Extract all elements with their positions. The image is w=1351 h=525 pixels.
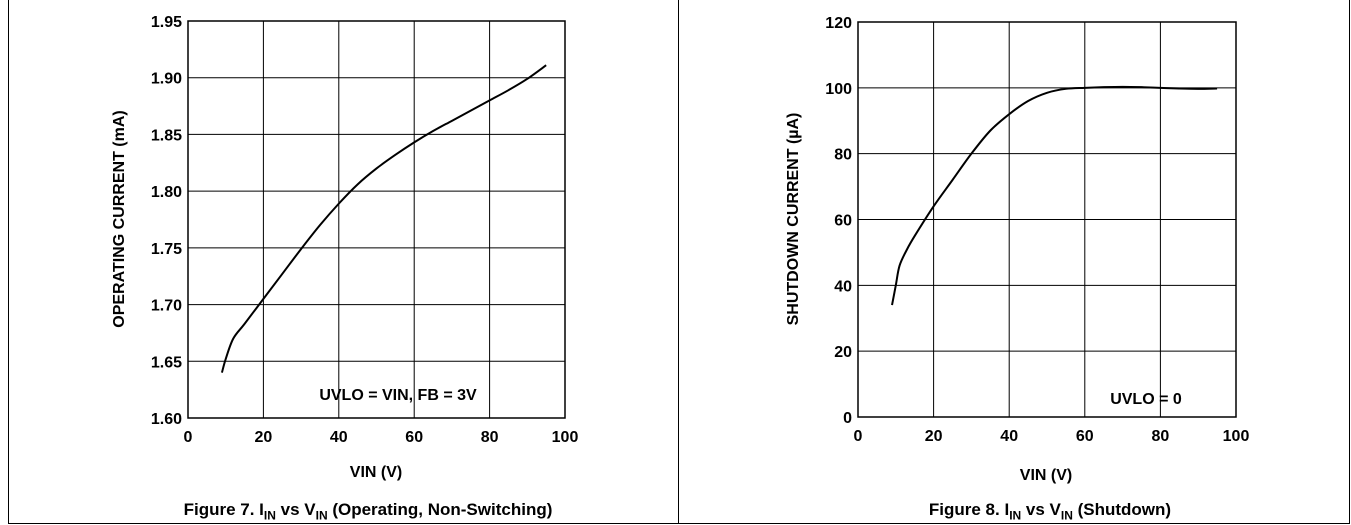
caption-subscript: IN bbox=[1009, 508, 1022, 523]
caption-subscript: IN bbox=[263, 508, 276, 523]
y-axis-title: OPERATING CURRENT (mA) bbox=[111, 110, 128, 327]
caption-subscript: IN bbox=[315, 508, 328, 523]
x-tick-label: 100 bbox=[552, 429, 579, 446]
x-tick-label: 0 bbox=[854, 428, 863, 445]
x-axis-title: VIN (V) bbox=[350, 464, 402, 481]
y-tick-label: 100 bbox=[825, 81, 852, 98]
x-tick-label: 0 bbox=[184, 429, 193, 446]
y-tick-label: 1.60 bbox=[151, 411, 182, 428]
x-axis-title: VIN (V) bbox=[1020, 467, 1072, 484]
caption-text: vs V bbox=[275, 500, 316, 519]
plot-border bbox=[187, 20, 566, 419]
x-tick-label: 60 bbox=[1076, 428, 1094, 445]
series-line bbox=[891, 85, 1218, 306]
y-tick-label: 0 bbox=[843, 410, 852, 427]
y-tick-label: 1.80 bbox=[151, 184, 182, 201]
y-tick-label: 120 bbox=[825, 15, 852, 32]
x-tick-label: 40 bbox=[1000, 428, 1018, 445]
caption-text: vs V bbox=[1021, 500, 1061, 519]
figure-8-caption: Figure 8. IIN vs VIN (Shutdown) bbox=[890, 500, 1210, 522]
chart-annotation: UVLO = VIN, FB = 3V bbox=[319, 387, 477, 404]
y-tick-label: 20 bbox=[834, 344, 852, 361]
panel-divider bbox=[678, 0, 679, 524]
series-line bbox=[220, 64, 547, 373]
y-tick-label: 60 bbox=[834, 213, 852, 230]
caption-subscript: IN bbox=[1060, 508, 1073, 523]
x-tick-label: 20 bbox=[255, 429, 273, 446]
caption-text: (Shutdown) bbox=[1072, 500, 1172, 519]
plot-border bbox=[857, 21, 1237, 418]
x-tick-label: 100 bbox=[1223, 428, 1250, 445]
y-tick-label: 1.90 bbox=[151, 71, 182, 88]
y-tick-label: 80 bbox=[834, 147, 852, 164]
caption-text: Figure 7. I bbox=[183, 500, 264, 519]
y-tick-label: 1.85 bbox=[151, 127, 182, 144]
caption-text: (Operating, Non-Switching) bbox=[327, 500, 553, 519]
caption-text: Figure 8. I bbox=[928, 500, 1010, 519]
x-tick-label: 40 bbox=[330, 429, 348, 446]
chart-annotation: UVLO = 0 bbox=[1110, 391, 1182, 408]
y-tick-label: 1.75 bbox=[151, 241, 182, 258]
page-frame bbox=[8, 0, 1350, 524]
y-tick-label: 40 bbox=[834, 278, 852, 295]
x-tick-label: 60 bbox=[405, 429, 423, 446]
y-tick-label: 1.65 bbox=[151, 354, 182, 371]
y-tick-label: 1.70 bbox=[151, 298, 182, 315]
figure-7-caption: Figure 7. IIN vs VIN (Operating, Non-Swi… bbox=[133, 500, 603, 522]
x-tick-label: 80 bbox=[1152, 428, 1170, 445]
x-tick-label: 80 bbox=[481, 429, 499, 446]
y-tick-label: 1.95 bbox=[151, 14, 182, 31]
y-axis-title: SHUTDOWN CURRENT (µA) bbox=[785, 113, 802, 326]
x-tick-label: 20 bbox=[925, 428, 943, 445]
